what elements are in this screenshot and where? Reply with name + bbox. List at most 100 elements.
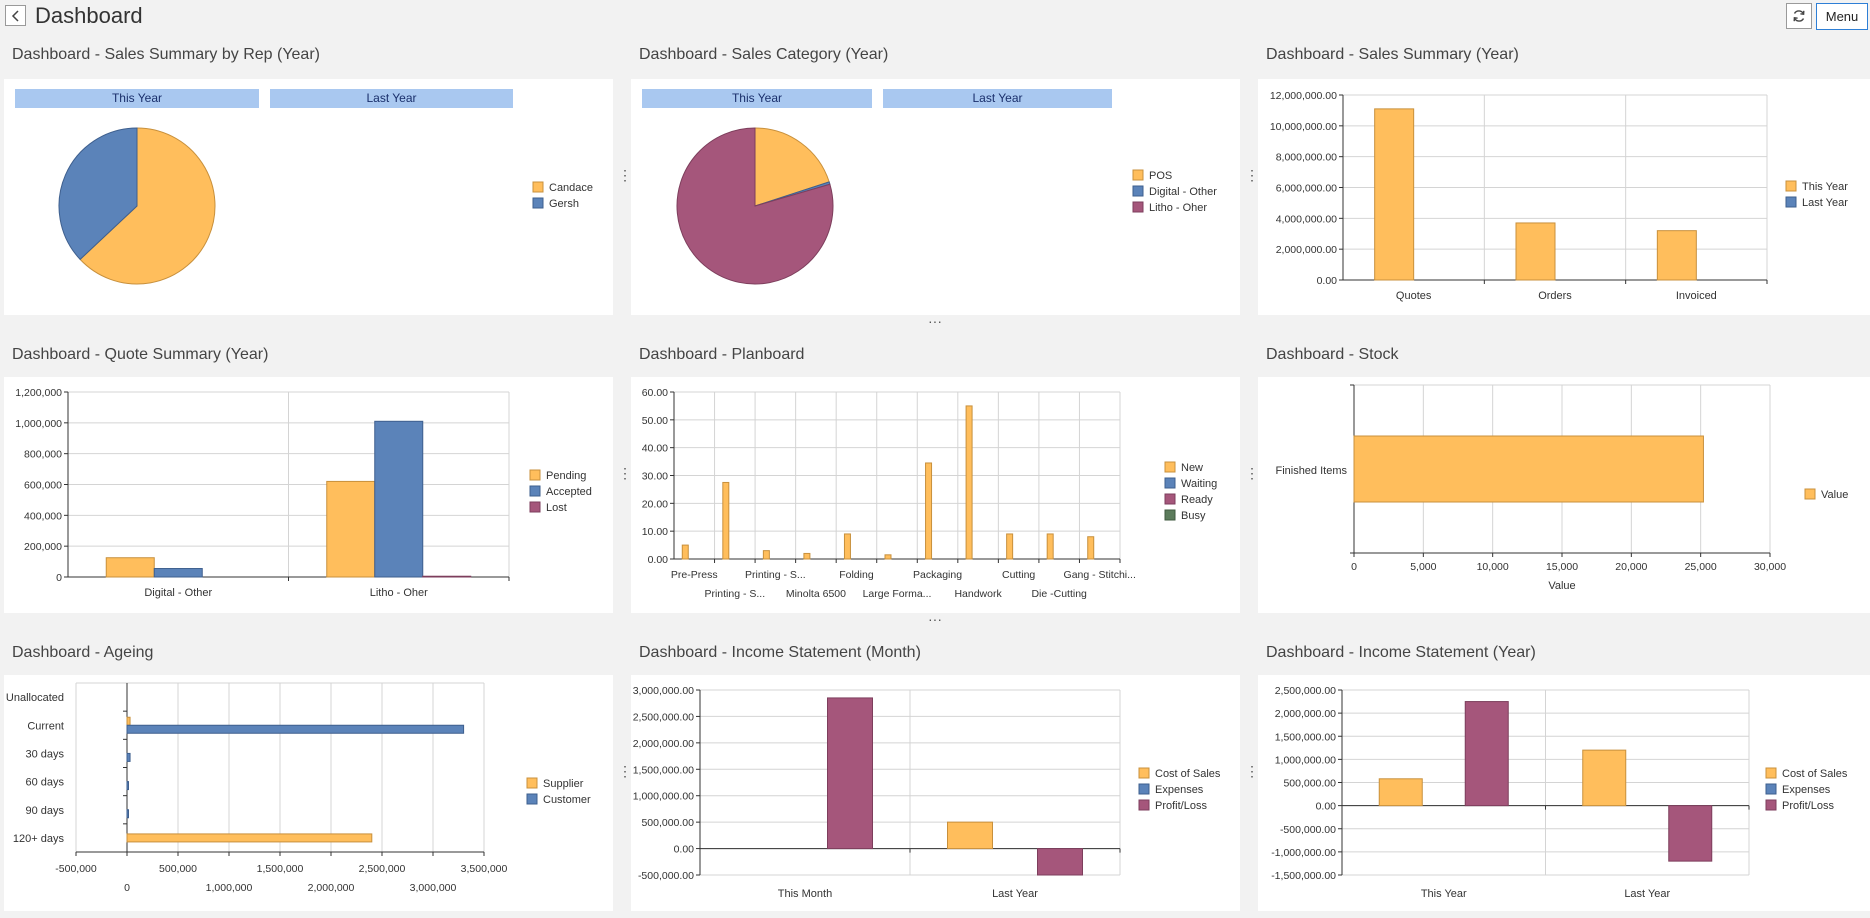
x-tick-label: 15,000 xyxy=(1546,561,1578,573)
x-tick-label: 5,000 xyxy=(1410,561,1436,573)
y-tick-label: 6,000,000.00 xyxy=(1276,183,1337,195)
y-tick-label: 40.00 xyxy=(642,443,668,455)
x-tick-label: 0 xyxy=(1351,561,1357,573)
bar xyxy=(1353,435,1704,503)
tab-this-year[interactable]: This Year xyxy=(642,89,872,108)
y-tick-label: -500,000.00 xyxy=(638,870,694,882)
pie-slice xyxy=(58,127,138,261)
legend-label: Gersh xyxy=(549,198,579,210)
sales-summary-title: Dashboard - Sales Summary (Year) xyxy=(1266,46,1519,63)
y-tick-label: 0.00 xyxy=(648,554,669,566)
y-tick-label: 400,000 xyxy=(24,510,62,522)
x-tick-label: 1,000,000 xyxy=(206,882,253,894)
legend-label: This Year xyxy=(1802,181,1848,193)
y-tick-label: 60.00 xyxy=(642,387,668,399)
chart-svg: 2,500,000.00 2,000,000.00 1,500,000.00 1,00… xyxy=(1271,685,1848,900)
legend-swatch xyxy=(1132,169,1144,181)
y-tick-label: 2,000,000.00 xyxy=(633,738,694,750)
chart-svg: 0 5,000 10,000 15,000 20,000 25,000 30,000 Fini… xyxy=(1275,384,1848,592)
y-tick-label: 2,000,000.00 xyxy=(1276,244,1337,256)
legend-swatch xyxy=(1765,799,1777,811)
income-year-title: Dashboard - Income Statement (Year) xyxy=(1266,644,1536,661)
tab-last-year[interactable]: Last Year xyxy=(883,89,1112,108)
bar xyxy=(374,420,424,578)
legend-swatch xyxy=(1164,493,1176,505)
legend-label: Litho - Oher xyxy=(1149,202,1207,214)
x-tick-label: 0 xyxy=(124,882,130,894)
x-tick-label: This Year xyxy=(1421,888,1467,900)
legend-swatch xyxy=(532,197,544,209)
chart-svg: POS Digital - Other Litho - Oher xyxy=(676,127,1217,285)
column-splitter[interactable]: ⋮ xyxy=(618,167,632,183)
sales-category-title: Dashboard - Sales Category (Year) xyxy=(639,46,889,63)
legend-label: Last Year xyxy=(1802,197,1848,209)
y-tick-label: 1,000,000 xyxy=(15,418,62,430)
sales-summary-panel: 12,000,000.00 10,000,000.00 8,000,000.00 6,… xyxy=(1258,79,1870,315)
legend-swatch xyxy=(1164,477,1176,489)
y-tick-label: 30 days xyxy=(25,748,64,760)
x-tick-label: Last Year xyxy=(992,888,1038,900)
quote-summary-title: Dashboard - Quote Summary (Year) xyxy=(12,346,269,363)
column-splitter[interactable]: ⋮ xyxy=(618,465,632,481)
tab-last-year[interactable]: Last Year xyxy=(270,89,513,108)
legend-swatch xyxy=(1132,201,1144,213)
bar xyxy=(1656,230,1697,281)
bar xyxy=(1087,536,1095,560)
sales-rep-panel: This Year Last Year Candace Gersh xyxy=(4,79,613,315)
x-tick-label: Large Forma... xyxy=(863,588,932,600)
menu-button[interactable]: Menu xyxy=(1816,3,1868,30)
sales-category-panel: This Year Last Year POS Digital - Other Li… xyxy=(631,79,1240,315)
y-tick-label: 12,000,000.00 xyxy=(1270,90,1337,102)
bar xyxy=(722,481,730,560)
bar xyxy=(1378,778,1423,807)
legend-swatch xyxy=(1785,180,1797,192)
refresh-button[interactable] xyxy=(1786,3,1812,29)
legend-label: Digital - Other xyxy=(1149,186,1217,198)
bar xyxy=(422,575,472,578)
y-tick-label: 200,000 xyxy=(24,541,62,553)
bar xyxy=(947,821,993,850)
x-tick-label: Quotes xyxy=(1396,290,1432,302)
column-splitter[interactable]: ⋮ xyxy=(1245,763,1259,779)
legend-swatch xyxy=(529,501,541,513)
legend-label: Customer xyxy=(543,794,591,806)
income-month-title: Dashboard - Income Statement (Month) xyxy=(639,644,921,661)
quote-summary-panel: 1,200,000 1,000,000 800,000 600,000 400,000 2… xyxy=(4,377,613,613)
legend-swatch xyxy=(1164,509,1176,521)
x-tick-label: 2,000,000 xyxy=(308,882,355,894)
row-splitter[interactable]: ··· xyxy=(928,611,942,627)
legend-swatch xyxy=(1765,767,1777,779)
bar xyxy=(126,752,131,762)
y-tick-label: 1,500,000.00 xyxy=(633,764,694,776)
sales-rep-title: Dashboard - Sales Summary by Rep (Year) xyxy=(12,46,320,63)
bar xyxy=(1374,108,1415,281)
legend-label: POS xyxy=(1149,170,1172,182)
bar xyxy=(925,462,933,560)
column-splitter[interactable]: ⋮ xyxy=(1245,167,1259,183)
back-button[interactable] xyxy=(5,5,26,26)
y-tick-label: 50.00 xyxy=(642,415,668,427)
legend-label: Candace xyxy=(549,182,593,194)
bar xyxy=(1046,533,1054,560)
y-tick-label: -500,000.00 xyxy=(1280,824,1336,836)
x-tick-label: Die -Cutting xyxy=(1031,588,1087,600)
income-year-panel: 2,500,000.00 2,000,000.00 1,500,000.00 1,00… xyxy=(1258,675,1870,911)
x-tick-label: Printing - S... xyxy=(704,588,765,600)
column-splitter[interactable]: ⋮ xyxy=(618,763,632,779)
pie-slice xyxy=(676,127,834,285)
y-tick-label: 8,000,000.00 xyxy=(1276,152,1337,164)
bar xyxy=(153,568,203,578)
row-splitter[interactable]: ··· xyxy=(928,313,942,329)
bar xyxy=(1006,533,1014,560)
legend-swatch xyxy=(1765,783,1777,795)
x-tick-label: Folding xyxy=(839,569,874,581)
x-tick-label: 3,500,000 xyxy=(461,863,508,875)
legend-label: Supplier xyxy=(543,778,584,790)
x-tick-label: -500,000 xyxy=(55,863,97,875)
legend-swatch xyxy=(529,469,541,481)
legend-label: New xyxy=(1181,462,1203,474)
column-splitter[interactable]: ⋮ xyxy=(1245,465,1259,481)
y-tick-label: 1,000,000.00 xyxy=(1275,754,1336,766)
legend-label: Expenses xyxy=(1782,784,1831,796)
tab-this-year[interactable]: This Year xyxy=(15,89,259,108)
